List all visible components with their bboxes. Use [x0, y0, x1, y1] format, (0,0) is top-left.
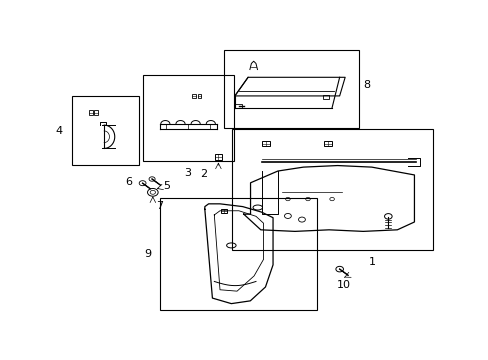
- Text: 8: 8: [363, 80, 369, 90]
- Bar: [89, 110, 93, 115]
- Text: 3: 3: [184, 168, 191, 178]
- Bar: [324, 141, 331, 147]
- Text: 7: 7: [156, 201, 163, 211]
- Text: 2: 2: [200, 169, 206, 179]
- Bar: [262, 141, 269, 147]
- Bar: [231, 129, 432, 250]
- Text: 9: 9: [144, 249, 151, 259]
- Bar: [323, 95, 328, 99]
- Text: 5: 5: [163, 181, 169, 191]
- Bar: [220, 209, 226, 213]
- Text: 1: 1: [368, 257, 375, 267]
- Bar: [72, 96, 139, 165]
- Bar: [191, 94, 195, 98]
- Bar: [197, 94, 201, 98]
- Bar: [214, 154, 222, 159]
- Bar: [234, 104, 241, 108]
- Text: 4: 4: [56, 126, 63, 135]
- Text: 10: 10: [336, 280, 350, 290]
- Bar: [159, 198, 316, 310]
- Text: 6: 6: [125, 177, 132, 187]
- Bar: [224, 50, 358, 128]
- Bar: [142, 75, 233, 161]
- Bar: [94, 110, 97, 115]
